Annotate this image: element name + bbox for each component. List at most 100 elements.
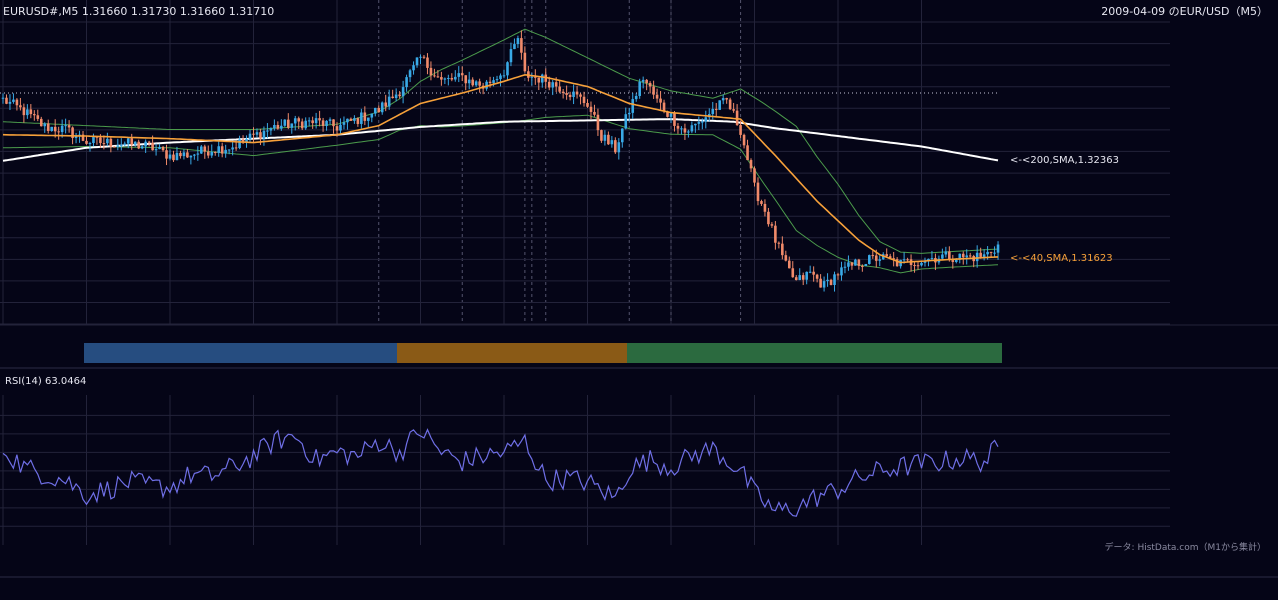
candle-body: [808, 271, 812, 273]
candle-body: [147, 141, 151, 143]
candle-body: [109, 138, 113, 147]
candle-body: [701, 121, 704, 123]
candle-body: [283, 119, 287, 126]
candle-body: [582, 96, 586, 103]
sma200-annotation: <-<200,SMA,1.32363: [1010, 155, 1119, 166]
candle-body: [753, 168, 756, 183]
bollinger-lower: [2, 114, 999, 274]
candle-body: [217, 146, 221, 153]
candle-body: [746, 145, 749, 161]
candle-body: [335, 126, 339, 131]
candle-body: [113, 146, 116, 148]
candle-body: [99, 137, 102, 144]
candle-body: [273, 125, 276, 129]
candle-body: [297, 118, 301, 122]
candle-body: [95, 136, 99, 138]
candle-body: [206, 151, 210, 156]
candle-body: [342, 122, 346, 125]
candle-body: [450, 77, 454, 80]
candle-body: [220, 146, 224, 154]
candle-body: [367, 117, 370, 121]
candle-body: [200, 146, 203, 154]
candle-body: [116, 145, 120, 148]
candle-body: [433, 75, 436, 77]
candle-body: [721, 98, 725, 101]
candle-body: [593, 111, 596, 115]
session-bands: [84, 343, 1002, 363]
candle-body: [325, 120, 328, 126]
candle-body: [339, 124, 342, 131]
candle-body: [405, 77, 408, 88]
candle-body: [711, 108, 715, 115]
candle-body: [5, 97, 8, 104]
candle-body: [373, 107, 377, 114]
candle-body: [603, 134, 607, 141]
candle-body: [652, 86, 655, 95]
candle-body: [154, 149, 158, 151]
candle-body: [822, 281, 826, 288]
candle-body: [794, 277, 798, 281]
candle-body: [377, 107, 381, 113]
candle-body: [815, 274, 819, 279]
candle-body: [311, 120, 314, 124]
candle-body: [798, 275, 802, 281]
candle-body: [179, 152, 182, 157]
candle-body: [161, 146, 165, 151]
candle-body: [791, 268, 795, 278]
candle-body: [384, 102, 388, 107]
candle-body: [189, 155, 193, 158]
candle-body: [102, 143, 106, 145]
candle-body: [144, 141, 147, 147]
candle-body: [8, 101, 12, 104]
candle-body: [617, 142, 621, 153]
candle-body: [638, 81, 641, 96]
candle-body: [878, 259, 882, 261]
candle-body: [645, 79, 648, 83]
candle-body: [850, 262, 854, 266]
sma40-line: [2, 73, 999, 264]
candle-body: [923, 261, 927, 263]
candle-body: [718, 100, 722, 110]
candle-body: [168, 154, 172, 159]
candlesticks: [1, 30, 1000, 292]
candle-body: [767, 211, 770, 225]
candle-body: [676, 125, 680, 129]
candle-body: [227, 149, 231, 151]
candle-body: [840, 267, 843, 276]
candle-body: [186, 152, 189, 158]
bollinger-upper: [2, 28, 999, 254]
candle-body: [158, 146, 161, 150]
candle-body: [829, 279, 833, 285]
candle-body: [540, 74, 544, 83]
candle-body: [989, 251, 993, 253]
candle-body: [1, 97, 5, 99]
candle-body: [944, 251, 948, 255]
candle-body: [600, 130, 603, 141]
candle-body: [607, 134, 610, 145]
candle-body: [419, 56, 422, 58]
candle-body: [60, 125, 64, 133]
candle-body: [130, 138, 134, 145]
candle-body: [826, 279, 829, 282]
session-band: [84, 343, 397, 363]
candle-body: [697, 122, 701, 124]
candle-body: [318, 118, 321, 121]
candle-body: [140, 146, 144, 149]
candle-body: [255, 132, 259, 135]
candle-body: [457, 73, 461, 77]
candle-body: [948, 251, 951, 261]
candle-body: [106, 138, 109, 144]
session-band: [397, 343, 627, 363]
candle-body: [119, 144, 123, 146]
rsi-path: [2, 428, 999, 517]
candle-body: [210, 151, 214, 156]
candle-body: [488, 81, 492, 83]
candle-body: [57, 131, 60, 133]
candle-body: [520, 38, 523, 53]
candle-body: [958, 253, 962, 260]
candle-body: [871, 255, 875, 257]
candle-body: [92, 136, 95, 144]
sma40-path: [2, 73, 999, 264]
